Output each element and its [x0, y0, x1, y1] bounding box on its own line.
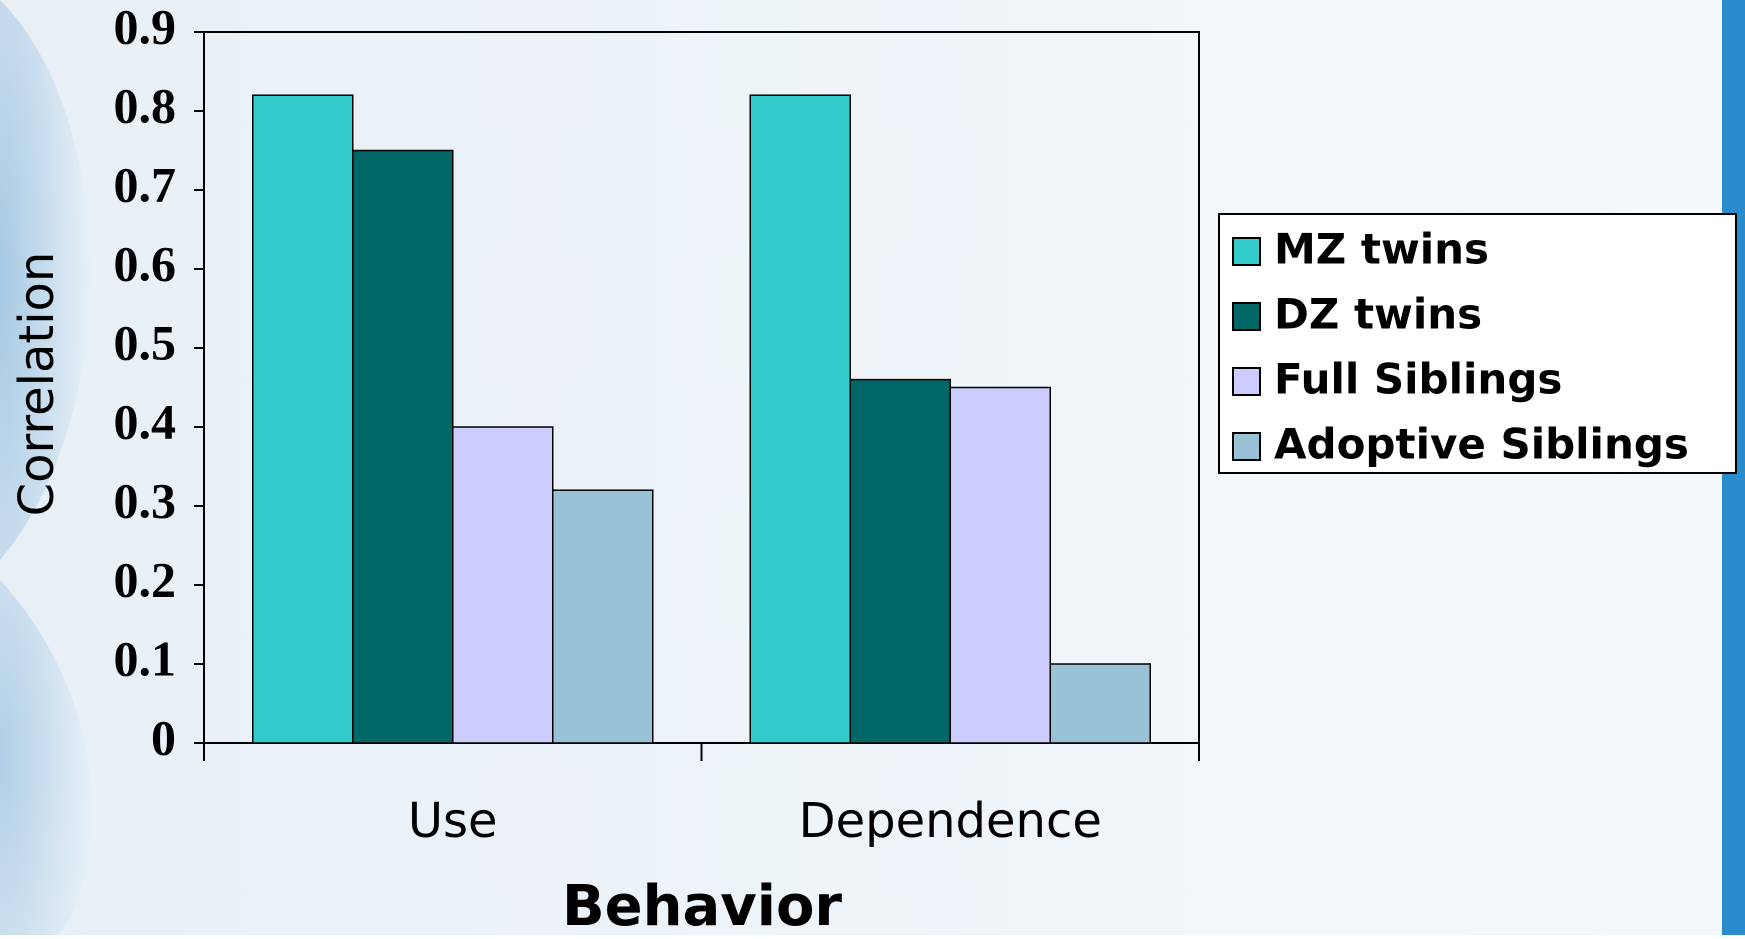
legend-swatch — [1232, 302, 1261, 331]
legend-swatch — [1232, 237, 1261, 266]
y-tick-label: 0.6 — [114, 235, 177, 291]
legend-label: Full Siblings — [1274, 355, 1562, 404]
bar — [949, 386, 1051, 744]
legend-label: DZ twins — [1274, 290, 1482, 339]
legend-swatch — [1232, 367, 1261, 396]
bar — [552, 489, 654, 744]
bar — [849, 378, 951, 744]
y-tick-label: 0.2 — [114, 551, 177, 607]
legend-swatch — [1232, 432, 1261, 461]
y-tick-label: 0 — [151, 709, 176, 765]
decoration — [0, 580, 93, 935]
y-tick-label: 0.7 — [114, 156, 177, 212]
bar — [252, 94, 354, 744]
legend-label: Adoptive Siblings — [1274, 420, 1689, 469]
x-axis-title: Behavior — [562, 874, 842, 935]
y-tick-label: 0.3 — [114, 472, 177, 528]
x-tick-label: Dependence — [799, 793, 1102, 849]
y-tick-label: 0.5 — [114, 314, 177, 370]
y-tick-label: 0.9 — [114, 0, 177, 54]
y-tick-label: 0.4 — [114, 393, 177, 449]
bar — [1049, 663, 1151, 744]
bar — [749, 94, 851, 744]
x-tick-label: Use — [408, 793, 498, 849]
legend — [1218, 213, 1737, 474]
bar — [452, 426, 554, 744]
y-tick-label: 0.1 — [114, 630, 177, 686]
y-tick-label: 0.8 — [114, 77, 177, 133]
decoration — [0, 0, 90, 560]
legend-label: MZ twins — [1274, 225, 1489, 274]
y-axis-title: Correlation — [9, 252, 65, 517]
bar — [352, 149, 454, 744]
